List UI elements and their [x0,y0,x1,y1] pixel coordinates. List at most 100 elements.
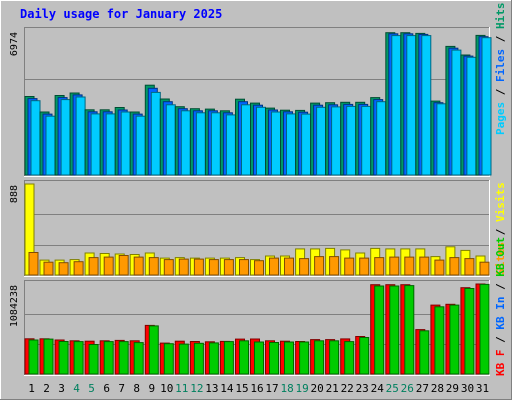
x-tick-label-day-26: 26 [401,382,414,395]
bar-kb-out-day-27 [419,330,430,375]
bar-pages-day-24 [376,101,387,176]
bar-sites-day-24 [374,257,385,276]
bar-kb-out-day-7 [118,341,129,375]
legend-files: Files [494,49,507,82]
legend-visits: Visits [494,182,507,222]
bar-kb-out-day-13 [208,342,219,375]
bar-kb-out-day-3 [58,341,69,375]
bar-kb-out-day-15 [239,340,249,375]
bar-sites-day-15 [239,259,249,276]
bar-sites-day-17 [269,257,279,276]
bar-kb-out-day-10 [163,343,174,375]
legend--/-: / [494,222,507,242]
bar-kb-out-day-26 [404,285,415,375]
legend-panel-2: Sites / Visits [494,182,507,275]
bar-kb-out-day-25 [389,285,400,375]
x-axis-labels: 1 2 3 4 5 6 7 8 9 10 11 12 13 14 15 16 17 18 19 20 21 22 23 24 2… [28,382,489,395]
bar-pages-day-10 [165,104,176,176]
bar-pages-day-6 [105,113,116,176]
bar-sites-day-10 [163,259,174,276]
x-tick-label-day-25: 25 [386,382,399,395]
panel-3: 1084238 [9,280,490,376]
bar-pages-day-31 [481,37,492,176]
bar-kb-out-day-29 [449,304,460,375]
x-tick-label-day-23: 23 [356,382,369,395]
x-tick-label-day-31: 31 [476,382,489,395]
legend--/-: / [494,82,507,102]
bar-sites-day-26 [404,256,415,276]
bar-sites-day-20 [314,256,325,276]
bar-kb-out-day-6 [103,341,114,375]
panel-1: 6974 [9,27,492,177]
x-tick-label-day-8: 8 [133,382,140,395]
bar-kb-out-day-31 [479,283,490,375]
x-tick-label-day-6: 6 [103,382,110,395]
bar-kb-out-day-14 [223,341,234,375]
x-tick-label-day-2: 2 [43,382,50,395]
bar-pages-day-2 [45,115,56,176]
bar-pages-day-7 [120,111,131,176]
bar-kb-out-day-17 [269,342,279,375]
bar-kb-out-day-2 [43,338,54,375]
legend-hits: Hits [494,3,507,30]
bar-kb-out-day-28 [434,306,445,375]
bar-sites-day-2 [43,261,54,276]
bar-sites-day-31 [479,261,490,276]
legend-sites: Sites [494,242,507,275]
x-tick-label-day-30: 30 [461,382,474,395]
x-tick-label-day-21: 21 [326,382,339,395]
bar-pages-day-27 [421,35,432,176]
x-tick-label-day-11: 11 [175,382,188,395]
bar-sites-day-1 [28,252,39,276]
bar-sites-day-23 [359,257,370,276]
bar-pages-day-12 [195,112,206,176]
x-tick-label-day-3: 3 [58,382,65,395]
x-tick-label-day-27: 27 [416,382,429,395]
bar-kb-out-day-8 [133,342,144,375]
bar-kb-out-day-11 [178,343,189,375]
legend-panel-3: KB F / KB In / KB Out [494,237,507,376]
x-tick-label-day-22: 22 [341,382,354,395]
bar-kb-out-day-22 [344,341,355,375]
bar-pages-day-13 [210,112,221,176]
bar-pages-day-19 [301,113,312,176]
bar-pages-day-8 [135,115,146,176]
bar-pages-day-29 [451,49,462,176]
x-tick-label-day-7: 7 [118,382,125,395]
x-tick-label-day-28: 28 [431,382,444,395]
bar-kb-out-day-20 [314,340,325,375]
x-tick-label-day-17: 17 [265,382,278,395]
bar-sites-day-5 [88,257,99,276]
bar-pages-day-11 [180,110,191,176]
bar-sites-day-4 [73,261,84,276]
x-tick-label-day-5: 5 [88,382,95,395]
bar-sites-day-25 [389,256,400,276]
x-tick-label-day-12: 12 [190,382,203,395]
bar-pages-day-3 [60,99,71,176]
bar-sites-day-19 [299,258,310,276]
bar-sites-day-16 [254,260,264,276]
bar-pages-day-25 [391,35,402,176]
bar-kb-out-day-1 [28,339,39,375]
x-tick-label-day-4: 4 [73,382,80,395]
bar-sites-day-8 [133,256,144,276]
bar-kb-out-day-23 [359,337,370,375]
x-tick-label-day-10: 10 [160,382,173,395]
bar-sites-day-3 [58,262,69,276]
bar-sites-day-7 [118,255,129,276]
bar-pages-day-1 [30,100,41,176]
bar-pages-day-18 [286,113,296,176]
bar-pages-day-20 [316,106,327,176]
bar-kb-out-day-5 [88,344,99,375]
bar-sites-day-12 [193,258,204,276]
bar-pages-day-14 [225,114,236,176]
bar-sites-day-29 [449,257,460,276]
x-tick-label-day-29: 29 [446,382,459,395]
bar-pages-day-15 [241,104,251,176]
y-tick-label: 888 [9,185,20,203]
bar-sites-day-11 [178,258,189,276]
x-tick-label-day-13: 13 [205,382,218,395]
bar-pages-day-21 [331,106,342,176]
bar-sites-day-21 [329,256,340,276]
